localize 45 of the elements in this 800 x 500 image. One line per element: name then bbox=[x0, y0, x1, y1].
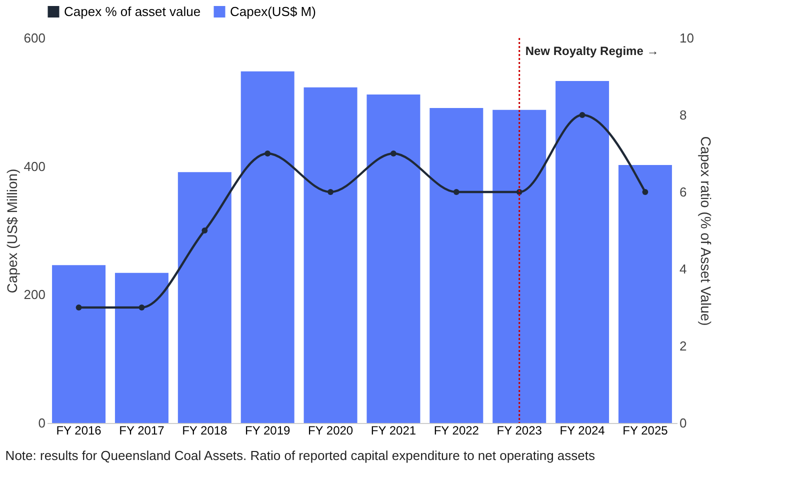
point bbox=[579, 112, 586, 118]
point bbox=[642, 189, 648, 195]
y-axis-title: Capex (US$ Million) bbox=[4, 168, 20, 294]
bar bbox=[618, 165, 672, 423]
x-tick-label: FY 2023 bbox=[496, 424, 542, 438]
y2-axis-title: Capex ratio (% of Asset Value) bbox=[698, 136, 714, 326]
x-tick-label: FY 2022 bbox=[434, 424, 480, 438]
point bbox=[138, 304, 145, 310]
x-tick-label: FY 2021 bbox=[370, 424, 416, 438]
y2-tick-label: 6 bbox=[680, 184, 687, 200]
x-tick-label: FY 2017 bbox=[119, 424, 165, 438]
x-tick-label: FY 2025 bbox=[622, 424, 668, 438]
bar bbox=[240, 71, 294, 423]
y2-tick-label: 10 bbox=[680, 30, 694, 46]
y-tick-label: 0 bbox=[38, 416, 46, 430]
point bbox=[76, 304, 82, 310]
x-tick-label: FY 2018 bbox=[182, 424, 228, 438]
legend-label: Capex(US$ M) bbox=[230, 4, 316, 19]
point bbox=[453, 189, 460, 195]
point bbox=[264, 150, 271, 156]
text: Note: results for Queensland Coal Assets. Ratio of reported capital expenditure to net operating assets bbox=[5, 448, 596, 463]
bar bbox=[178, 172, 232, 423]
legend-label: Capex % of asset value bbox=[64, 4, 201, 19]
y-tick-label: 400 bbox=[24, 158, 46, 174]
bar bbox=[114, 272, 168, 423]
point bbox=[328, 189, 334, 195]
y2-tick-label: 8 bbox=[680, 108, 687, 122]
bar bbox=[304, 87, 358, 423]
point bbox=[390, 150, 396, 156]
y2-tick-label: 2 bbox=[680, 338, 687, 354]
y2-tick-label: 4 bbox=[680, 262, 687, 276]
y-tick-label: 200 bbox=[24, 287, 46, 302]
x-tick-label: FY 2016 bbox=[56, 424, 102, 438]
point bbox=[202, 228, 208, 234]
bar bbox=[52, 265, 106, 423]
x-tick-label: FY 2024 bbox=[560, 424, 606, 438]
x-tick-label: FY 2019 bbox=[245, 424, 290, 438]
x-tick-label: FY 2020 bbox=[308, 424, 354, 438]
ref-line-label: New Royalty Regime → bbox=[525, 44, 659, 58]
bar bbox=[430, 108, 484, 423]
y-tick-label: 600 bbox=[24, 30, 46, 46]
bar bbox=[366, 94, 420, 423]
y2-tick-label: 0 bbox=[680, 416, 687, 430]
bar bbox=[492, 110, 546, 423]
bar bbox=[556, 80, 610, 423]
